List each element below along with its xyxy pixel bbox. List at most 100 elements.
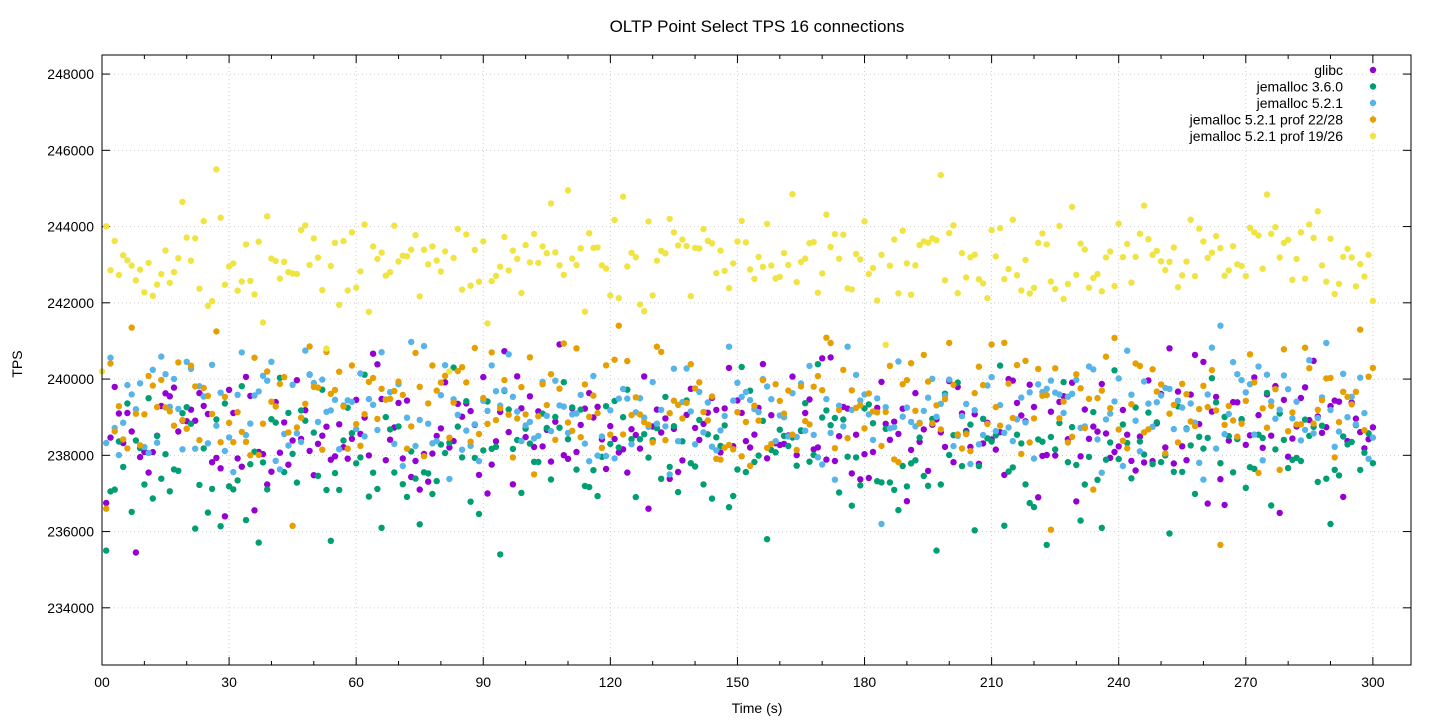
data-point — [1272, 386, 1278, 392]
data-point — [1044, 386, 1050, 392]
data-point — [717, 456, 723, 462]
data-point — [1370, 434, 1376, 440]
data-point — [857, 256, 863, 262]
data-point — [137, 266, 143, 272]
data-point — [285, 429, 291, 435]
data-point — [552, 437, 558, 443]
data-point — [1069, 391, 1075, 397]
data-point — [594, 493, 600, 499]
data-point — [162, 451, 168, 457]
data-point — [633, 494, 639, 500]
data-point — [1116, 426, 1122, 432]
x-tick-label: 30 — [221, 674, 237, 690]
data-point — [1268, 231, 1274, 237]
data-point — [1073, 272, 1079, 278]
data-point — [544, 250, 550, 256]
data-point — [764, 221, 770, 227]
data-point — [874, 409, 880, 415]
data-point — [442, 362, 448, 368]
data-point — [501, 377, 507, 383]
data-point — [586, 458, 592, 464]
data-point — [726, 344, 732, 350]
data-point — [107, 355, 113, 361]
data-point — [688, 408, 694, 414]
data-point — [734, 380, 740, 386]
data-point — [506, 429, 512, 435]
data-point — [133, 277, 139, 283]
data-point — [743, 419, 749, 425]
data-point — [484, 408, 490, 414]
data-point — [1255, 232, 1261, 238]
data-point — [637, 301, 643, 307]
data-point — [412, 458, 418, 464]
data-point — [1277, 510, 1283, 516]
data-point — [696, 417, 702, 423]
data-point — [518, 384, 524, 390]
data-point — [755, 452, 761, 458]
data-point — [645, 422, 651, 428]
data-point — [361, 221, 367, 227]
data-point — [429, 243, 435, 249]
data-point — [1120, 254, 1126, 260]
data-point — [1196, 434, 1202, 440]
data-point — [603, 362, 609, 368]
data-point — [268, 469, 274, 475]
data-point — [1149, 461, 1155, 467]
legend-label: jemalloc 5.2.1 prof 22/28 — [1189, 112, 1344, 128]
data-point — [658, 349, 664, 355]
data-point — [141, 481, 147, 487]
data-point — [366, 309, 372, 315]
data-point — [552, 414, 558, 420]
data-point — [972, 407, 978, 413]
data-point — [239, 429, 245, 435]
data-point — [522, 242, 528, 248]
data-point — [772, 449, 778, 455]
data-point — [489, 461, 495, 467]
data-point — [450, 255, 456, 261]
data-point — [1221, 422, 1227, 428]
data-point — [527, 419, 533, 425]
data-point — [976, 463, 982, 469]
data-point — [819, 414, 825, 420]
data-point — [209, 411, 215, 417]
data-point — [234, 287, 240, 293]
data-point — [209, 362, 215, 368]
data-point — [1327, 521, 1333, 527]
data-point — [628, 441, 634, 447]
data-point — [539, 443, 545, 449]
data-point — [679, 457, 685, 463]
data-point — [1281, 397, 1287, 403]
data-point — [1213, 445, 1219, 451]
data-point — [387, 396, 393, 402]
data-point — [129, 509, 135, 515]
data-point — [294, 430, 300, 436]
data-point — [506, 351, 512, 357]
data-point — [1349, 254, 1355, 260]
x-axis-label: Time (s) — [732, 700, 783, 716]
data-point — [480, 238, 486, 244]
data-point — [514, 373, 520, 379]
data-point — [730, 446, 736, 452]
data-point — [395, 423, 401, 429]
data-point — [709, 393, 715, 399]
data-point — [806, 459, 812, 465]
data-point — [514, 415, 520, 421]
data-point — [188, 258, 194, 264]
data-point — [112, 486, 118, 492]
data-point — [794, 463, 800, 469]
data-point — [243, 439, 249, 445]
data-point — [1001, 430, 1007, 436]
data-point — [1128, 458, 1134, 464]
data-point — [1179, 469, 1185, 475]
data-point — [480, 395, 486, 401]
legend-label: jemalloc 5.2.1 prof 19/26 — [1189, 128, 1344, 144]
data-point — [370, 375, 376, 381]
data-point — [798, 383, 804, 389]
data-point — [878, 443, 884, 449]
data-point — [260, 319, 266, 325]
data-point — [179, 199, 185, 205]
data-point — [425, 421, 431, 427]
data-point — [107, 434, 113, 440]
data-point — [154, 433, 160, 439]
data-point — [1086, 285, 1092, 291]
